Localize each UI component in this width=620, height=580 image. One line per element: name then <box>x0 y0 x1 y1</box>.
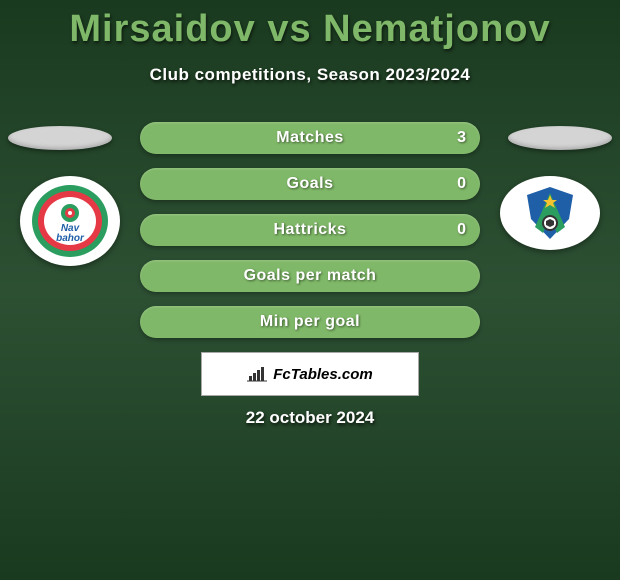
attribution-box: FcTables.com <box>201 352 419 396</box>
attribution-text: FcTables.com <box>273 366 372 383</box>
stat-right-value: 3 <box>457 129 466 147</box>
stat-row-hattricks: Hattricks 0 <box>140 214 480 246</box>
stat-label: Min per goal <box>260 313 360 331</box>
stat-row-goals-per-match: Goals per match <box>140 260 480 292</box>
chart-icon <box>247 366 267 382</box>
stat-label: Goals <box>287 175 334 193</box>
right-team-badge <box>500 176 600 250</box>
page-subtitle: Club competitions, Season 2023/2024 <box>0 65 620 85</box>
navbahor-logo-icon: Nav bahor <box>30 183 110 259</box>
stat-row-matches: Matches 3 <box>140 122 480 154</box>
stat-row-goals: Goals 0 <box>140 168 480 200</box>
right-player-ellipse <box>508 126 612 150</box>
date-text: 22 october 2024 <box>0 408 620 428</box>
team-b-logo-icon <box>515 183 585 243</box>
left-team-badge: Nav bahor <box>20 176 120 266</box>
stat-right-value: 0 <box>457 175 466 193</box>
svg-text:bahor: bahor <box>56 233 85 244</box>
stat-label: Goals per match <box>244 267 377 285</box>
stat-right-value: 0 <box>457 221 466 239</box>
stat-row-min-per-goal: Min per goal <box>140 306 480 338</box>
page-title: Mirsaidov vs Nematjonov <box>0 0 620 51</box>
stats-container: Matches 3 Goals 0 Hattricks 0 Goals per … <box>140 122 480 352</box>
stat-label: Matches <box>276 129 344 147</box>
left-player-ellipse <box>8 126 112 150</box>
stat-label: Hattricks <box>274 221 347 239</box>
